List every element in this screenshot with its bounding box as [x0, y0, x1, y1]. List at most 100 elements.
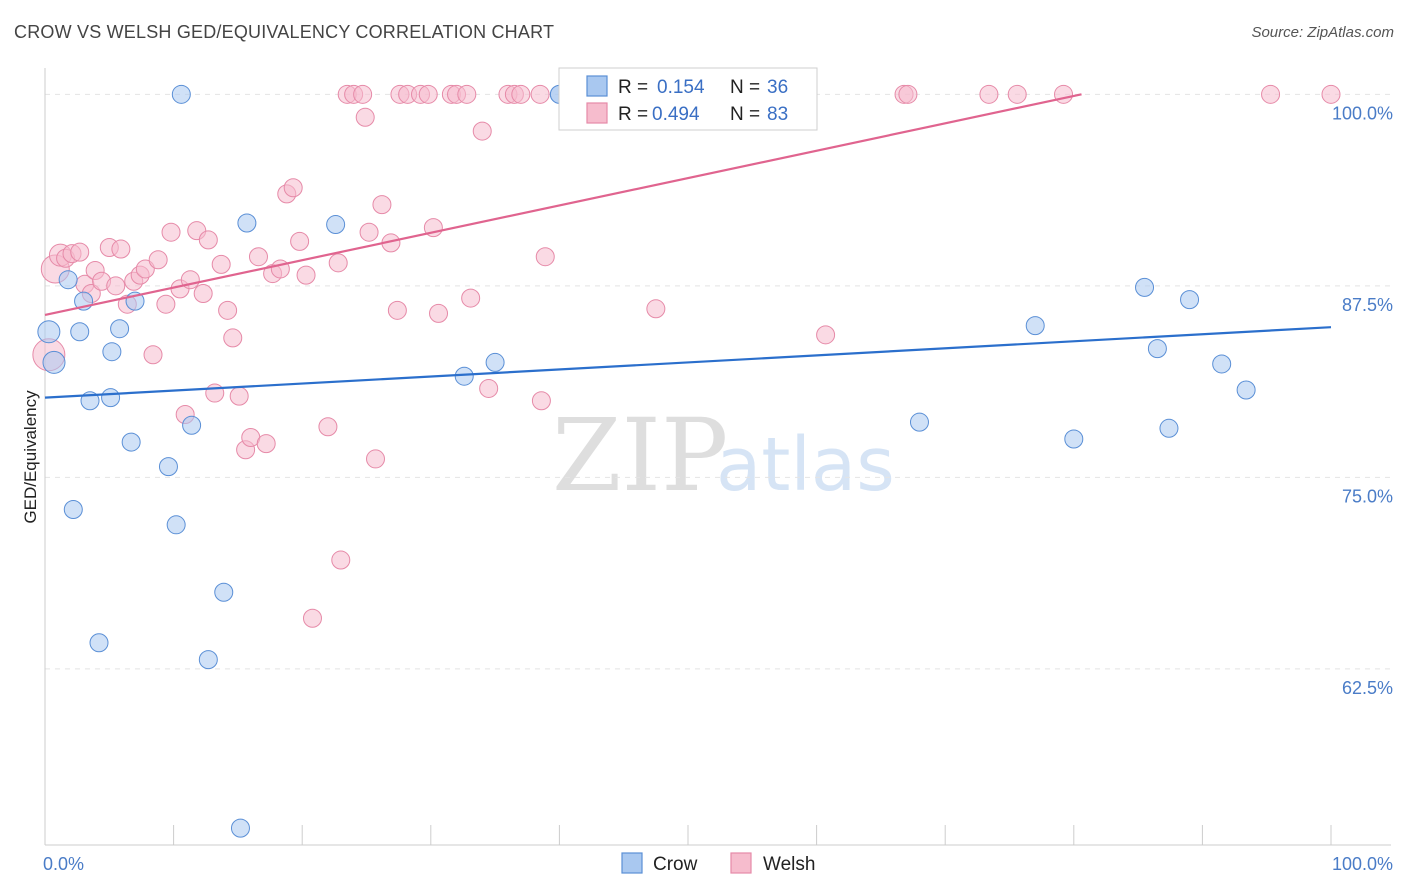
welsh-point-5 — [70, 242, 90, 262]
y-tick-label-1: 87.5% — [1342, 295, 1393, 315]
welsh-point-70 — [530, 84, 550, 104]
welsh-point-48 — [353, 84, 373, 104]
crow-point-34 — [1212, 354, 1232, 374]
x-tick-label-0: 0.0% — [43, 854, 84, 874]
welsh-point-42 — [302, 608, 322, 628]
welsh-point-30 — [223, 328, 243, 348]
crow-point-18 — [214, 582, 234, 602]
trend-lines — [44, 93, 1332, 399]
crow-point-21 — [326, 215, 346, 235]
crow-point-1 — [42, 350, 66, 374]
crow-trend-line — [44, 326, 1332, 399]
welsh-point-40 — [290, 231, 310, 251]
welsh-point-11 — [106, 276, 126, 296]
crow-point-14 — [166, 515, 186, 535]
welsh-point-64 — [461, 288, 481, 308]
crow-point-32 — [1159, 418, 1179, 438]
welsh-point-29 — [218, 300, 238, 320]
welsh-point-54 — [387, 300, 407, 320]
x-tick-labels: 0.0% 100.0% — [43, 854, 1393, 874]
welsh-point-35 — [256, 434, 276, 454]
welsh-point-41 — [296, 265, 316, 285]
welsh-point-49 — [355, 107, 375, 127]
stats-legend-welsh-swatch — [586, 102, 608, 124]
welsh-point-26 — [198, 230, 218, 250]
welsh-point-31 — [229, 386, 249, 406]
crow-point-28 — [1025, 316, 1045, 336]
welsh-point-58 — [418, 84, 438, 104]
welsh-point-45 — [331, 550, 351, 570]
crow-point-20 — [237, 213, 257, 233]
crow-point-35 — [1236, 380, 1256, 400]
welsh-point-51 — [366, 449, 386, 469]
welsh-point-75 — [816, 325, 836, 345]
welsh-point-18 — [148, 250, 168, 270]
crow-point-2 — [58, 270, 78, 290]
crow-point-16 — [182, 415, 202, 435]
welsh-point-16 — [135, 259, 155, 279]
welsh-point-12 — [111, 239, 131, 259]
crow-series — [37, 84, 1256, 838]
welsh-point-52 — [372, 195, 392, 215]
welsh-point-43 — [318, 417, 338, 437]
chart-title: CROW VS WELSH GED/EQUIVALENCY CORRELATIO… — [14, 22, 555, 42]
y-tick-label-3: 62.5% — [1342, 678, 1393, 698]
welsh-point-44 — [328, 253, 348, 273]
welsh-point-80 — [1054, 84, 1074, 104]
welsh-point-65 — [472, 121, 492, 141]
stats-legend-welsh-r-value: 0.494 — [652, 104, 700, 125]
crow-point-4 — [70, 322, 90, 342]
welsh-trend-line — [44, 93, 1082, 317]
series-legend-welsh-swatch — [730, 852, 752, 874]
crow-point-13 — [158, 457, 178, 477]
welsh-point-66 — [479, 378, 499, 398]
stats-legend-welsh-r-label: R = — [618, 104, 648, 125]
stats-legend: R = 0.154 N = 36 R = 0.494 N = 83 — [558, 67, 818, 131]
series-legend: Crow Welsh — [621, 852, 815, 875]
crow-point-27 — [909, 412, 929, 432]
series-legend-crow-label: Crow — [653, 854, 698, 875]
stats-legend-crow-n-value: 36 — [767, 77, 788, 98]
welsh-point-77 — [898, 84, 918, 104]
y-tick-label-0: 100.0% — [1332, 103, 1393, 123]
welsh-point-71 — [531, 391, 551, 411]
welsh-point-69 — [511, 84, 531, 104]
axes — [44, 68, 1391, 846]
stats-legend-welsh-n-value: 83 — [767, 104, 788, 125]
welsh-point-17 — [143, 345, 163, 365]
stats-legend-crow-r-label: R = — [618, 77, 648, 98]
stats-legend-welsh-n-label: N = — [730, 104, 760, 125]
welsh-point-82 — [1321, 84, 1341, 104]
welsh-point-25 — [193, 283, 213, 303]
welsh-series — [32, 84, 1341, 628]
crow-point-10 — [110, 319, 130, 339]
crow-point-22 — [454, 366, 474, 386]
stats-legend-crow-n-label: N = — [730, 77, 760, 98]
welsh-point-27 — [205, 383, 225, 403]
chart-source: Source: ZipAtlas.com — [1251, 24, 1394, 41]
stats-legend-crow-r-value: 0.154 — [657, 77, 705, 98]
welsh-point-78 — [979, 84, 999, 104]
crow-point-15 — [171, 84, 191, 104]
grid-lines — [45, 93, 1391, 670]
crow-point-17 — [198, 650, 218, 670]
crow-point-3 — [63, 499, 83, 519]
crow-point-7 — [89, 633, 109, 653]
x-tick-label-1: 100.0% — [1332, 854, 1393, 874]
crow-point-19 — [230, 818, 250, 838]
series-legend-welsh-label: Welsh — [763, 854, 815, 875]
watermark-zip: ZIP — [552, 397, 728, 514]
crow-point-33 — [1180, 290, 1200, 310]
crow-point-0 — [37, 320, 61, 344]
stats-legend-crow-swatch — [586, 75, 608, 97]
welsh-point-50 — [359, 222, 379, 242]
welsh-point-79 — [1007, 84, 1027, 104]
welsh-point-19 — [156, 294, 176, 314]
y-axis-label: GED/Equivalency — [21, 390, 40, 524]
welsh-point-20 — [161, 222, 181, 242]
crow-point-29 — [1064, 429, 1084, 449]
watermark: ZIP atlas — [552, 397, 895, 514]
welsh-point-60 — [429, 303, 449, 323]
crow-point-11 — [121, 432, 141, 452]
